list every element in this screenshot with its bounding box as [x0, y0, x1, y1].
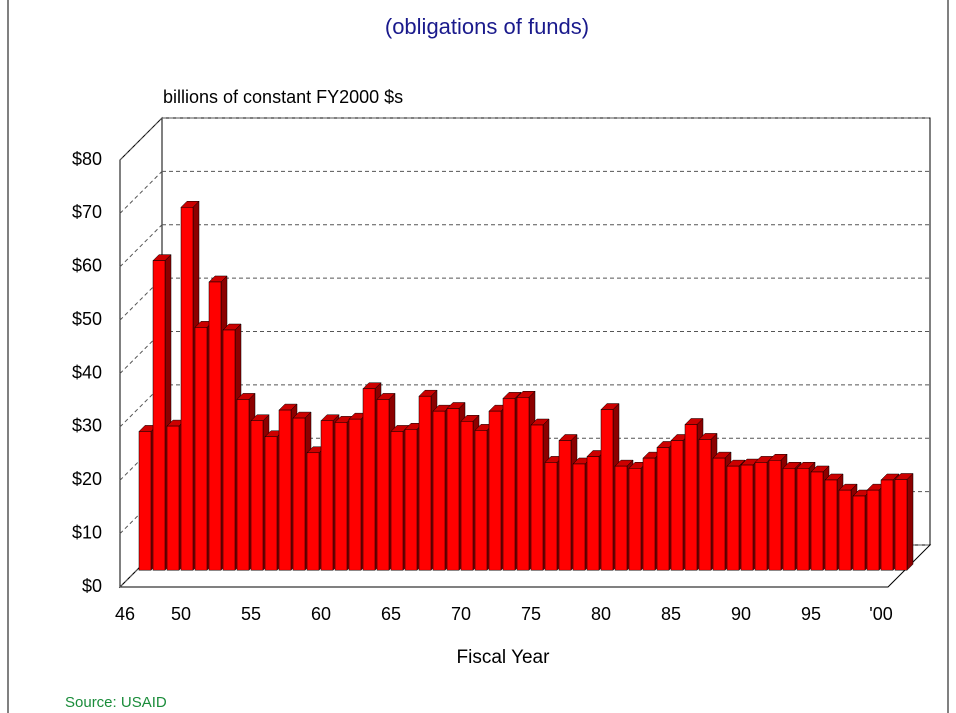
x-tick-label: 55 [241, 604, 261, 624]
bar-front [558, 440, 572, 571]
bar-front [278, 409, 292, 571]
bar-front [838, 489, 852, 571]
bar-front [306, 452, 320, 571]
bar [628, 461, 648, 571]
bar-front [642, 457, 656, 571]
bar-front [824, 479, 838, 571]
bar-front [712, 457, 726, 571]
bar-front [810, 471, 824, 571]
bar-front [754, 462, 768, 571]
bar-front [614, 465, 628, 571]
bar-front [250, 420, 264, 571]
y-tick-label: $70 [72, 202, 102, 222]
y-tick-label: $30 [72, 416, 102, 436]
bar-front [544, 462, 558, 571]
grid-line [119, 171, 163, 214]
bar-front [670, 440, 684, 571]
y-tick-label: $50 [72, 309, 102, 329]
y-tick-label: $60 [72, 256, 102, 276]
bar-front [222, 329, 236, 571]
bar-front [516, 397, 530, 571]
bar-front [390, 431, 404, 571]
bar-front [152, 260, 166, 571]
bar-front [656, 447, 670, 571]
x-tick-label: 70 [451, 604, 471, 624]
bar-front [208, 281, 222, 571]
bar-front [502, 398, 516, 571]
bar [180, 200, 200, 571]
bar-front [138, 431, 152, 571]
x-tick-label: 75 [521, 604, 541, 624]
bar-front [768, 459, 782, 571]
bar-front [376, 399, 390, 571]
bar-front [180, 207, 194, 571]
bar-front [362, 388, 376, 571]
bar-front [586, 456, 600, 571]
x-tick-label: 46 [115, 604, 135, 624]
bar [558, 433, 578, 571]
x-tick-label: 65 [381, 604, 401, 624]
bar-front [432, 410, 446, 571]
bar-front [894, 479, 908, 571]
bar-front [348, 418, 362, 571]
x-tick-label: 60 [311, 604, 331, 624]
bar-front [698, 439, 712, 571]
bar-front [880, 479, 894, 571]
bar-front [474, 430, 488, 571]
x-tick-label: 95 [801, 604, 821, 624]
bar-front [530, 424, 544, 571]
grid-line [119, 117, 163, 161]
x-tick-label: 50 [171, 604, 191, 624]
bar-front [684, 424, 698, 571]
bar-front [852, 495, 866, 571]
bar-front [460, 421, 474, 571]
y-tick-label: $80 [72, 149, 102, 169]
bar-front [782, 468, 796, 571]
bar-front [488, 410, 502, 571]
y-tick-label: $40 [72, 362, 102, 382]
bar-front [194, 327, 208, 571]
bar-front [796, 468, 810, 571]
bar-front [166, 425, 180, 571]
bar-front [264, 436, 278, 571]
bar-front [600, 409, 614, 571]
bar [894, 472, 914, 571]
x-axis-label: Fiscal Year [457, 647, 551, 668]
bar-side [906, 472, 914, 571]
bar-front [236, 399, 250, 571]
bar-front [418, 395, 432, 571]
grid-line [119, 224, 163, 268]
source-note: Source: USAID [65, 694, 167, 711]
bar-front [740, 464, 754, 571]
x-tick-label: 90 [731, 604, 751, 624]
x-tick-label: 80 [591, 604, 611, 624]
subtitle: billions of constant FY2000 $s [163, 87, 403, 107]
bar-front [446, 408, 460, 571]
y-tick-label: $10 [72, 522, 102, 542]
bar-front [866, 489, 880, 571]
y-tick-label: $20 [72, 469, 102, 489]
x-tick-label: '00 [869, 604, 892, 624]
x-tick-label: 85 [661, 604, 681, 624]
y-tick-label: $0 [82, 576, 102, 596]
bar-front [320, 420, 334, 571]
bar-front [572, 463, 586, 571]
bar-front [334, 422, 348, 571]
chart-title: (obligations of funds) [385, 14, 589, 39]
bar-front [292, 417, 306, 571]
bar [530, 418, 550, 571]
bar-front [726, 465, 740, 571]
bar-front [628, 468, 642, 571]
bar-front [404, 429, 418, 571]
